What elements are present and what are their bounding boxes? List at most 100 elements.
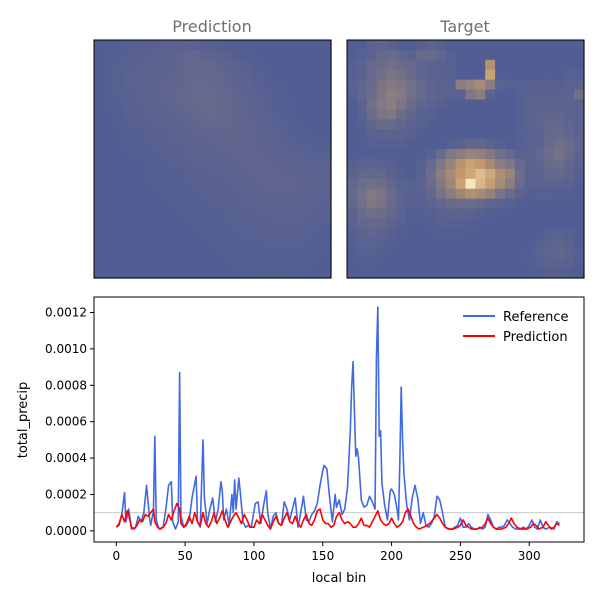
heatmap-cell — [564, 168, 575, 180]
heatmap-cell — [113, 198, 125, 210]
heatmap-cell — [376, 188, 388, 200]
heatmap-cell — [396, 258, 407, 269]
heatmap-cell — [574, 258, 585, 269]
heatmap-cell — [143, 188, 154, 200]
heatmap-cell — [406, 139, 417, 150]
heatmap-cell — [445, 129, 457, 140]
heatmap-cell — [534, 109, 546, 120]
heatmap-cell — [261, 149, 273, 160]
heatmap-cell — [465, 268, 476, 279]
heatmap-cell — [534, 168, 546, 180]
heatmap-cell — [192, 89, 204, 101]
heatmap-cell — [514, 248, 526, 259]
heatmap-cell — [534, 178, 546, 190]
legend-label-prediction: Prediction — [503, 330, 568, 345]
heatmap-cell — [386, 218, 397, 230]
heatmap-cell — [113, 49, 125, 61]
heatmap-cell — [435, 159, 447, 170]
heatmap-cell — [281, 79, 293, 91]
heatmap-cell — [271, 89, 283, 101]
heatmap-cell — [505, 49, 516, 61]
heatmap-cell — [465, 258, 476, 269]
heatmap-cell — [445, 168, 457, 180]
heatmap-cell — [505, 99, 516, 111]
heatmap-cell — [173, 228, 184, 239]
heatmap-cell — [133, 49, 144, 61]
heatmap-cell — [271, 168, 283, 180]
prediction-heatmap-cells — [94, 40, 332, 279]
heatmap-cell — [455, 69, 467, 81]
heatmap-cell — [416, 49, 427, 61]
heatmap-cell — [564, 49, 575, 61]
heatmap-cell — [321, 129, 332, 140]
heatmap-cell — [301, 40, 312, 51]
heatmap-cell — [163, 218, 174, 230]
heatmap-cell — [396, 228, 407, 239]
heatmap-cell — [113, 168, 125, 180]
heatmap-cell — [347, 168, 358, 180]
heatmap-cell — [123, 79, 135, 91]
heatmap-cell — [252, 129, 263, 140]
heatmap-cell — [252, 208, 263, 220]
heatmap-cell — [261, 268, 273, 279]
heatmap-cell — [524, 129, 536, 140]
heatmap-cell — [94, 228, 105, 239]
heatmap-cell — [103, 268, 115, 279]
heatmap-cell — [232, 40, 243, 51]
heatmap-cell — [232, 139, 243, 150]
y-axis-label: total_precip — [16, 382, 31, 459]
heatmap-cell — [416, 40, 427, 51]
heatmap-cell — [495, 59, 506, 71]
heatmap-cell — [261, 119, 273, 130]
heatmap-cell — [271, 79, 283, 91]
heatmap-cell — [212, 119, 223, 130]
heatmap-cell — [475, 139, 486, 150]
heatmap-cell — [163, 99, 174, 111]
heatmap-cell — [445, 178, 457, 190]
heatmap-cell — [232, 159, 243, 170]
heatmap-cell — [301, 129, 312, 140]
y-tick-label: 0.0002 — [45, 487, 87, 501]
heatmap-cell — [386, 228, 397, 239]
heatmap-cell — [94, 178, 105, 190]
heatmap-cell — [347, 178, 358, 190]
heatmap-cell — [163, 178, 174, 190]
heatmap-cell — [143, 178, 154, 190]
heatmap-cell — [163, 149, 174, 160]
heatmap-cell — [554, 208, 565, 220]
heatmap-cell — [281, 109, 293, 120]
heatmap-cell — [192, 248, 204, 259]
heatmap-cell — [301, 79, 312, 91]
heatmap-cell — [113, 89, 125, 101]
heatmap-cell — [153, 159, 164, 170]
heatmap-cell — [554, 40, 565, 51]
heatmap-cell — [202, 218, 214, 230]
heatmap-cell — [534, 99, 546, 111]
heatmap-cell — [554, 228, 565, 239]
heatmap-cell — [554, 168, 565, 180]
heatmap-cell — [386, 119, 397, 130]
heatmap-cell — [485, 248, 496, 259]
heatmap-cell — [261, 208, 273, 220]
heatmap-cell — [465, 228, 476, 239]
x-tick-label: 300 — [518, 549, 541, 563]
heatmap-cell — [311, 168, 322, 180]
heatmap-cell — [301, 178, 312, 190]
heatmap-cell — [222, 159, 233, 170]
heatmap-cell — [311, 218, 322, 230]
heatmap-cell — [455, 218, 467, 230]
heatmap-cell — [281, 228, 293, 239]
heatmap-cell — [113, 188, 125, 200]
heatmap-cell — [212, 99, 223, 111]
heatmap-cell — [202, 79, 214, 91]
heatmap-cell — [311, 139, 322, 150]
heatmap-cell — [574, 248, 585, 259]
heatmap-cell — [376, 59, 388, 71]
heatmap-cell — [242, 198, 253, 210]
prediction-heatmap-panel: Prediction — [93, 17, 332, 279]
heatmap-cell — [252, 89, 263, 101]
heatmap-cell — [574, 99, 585, 111]
heatmap-cell — [301, 268, 312, 279]
heatmap-cell — [376, 109, 388, 120]
heatmap-cell — [396, 79, 407, 91]
